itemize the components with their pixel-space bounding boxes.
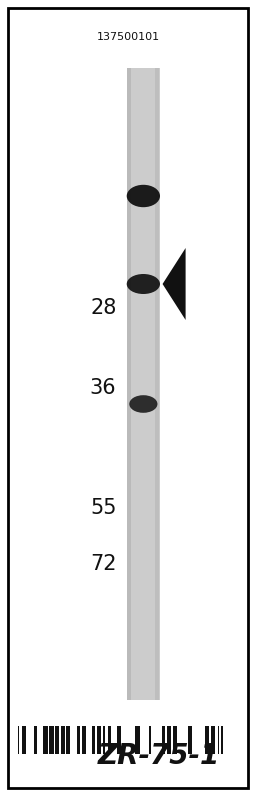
Text: 55: 55 <box>90 498 116 518</box>
Bar <box>82 726 86 754</box>
Bar <box>66 726 70 754</box>
Bar <box>18 726 19 754</box>
Bar <box>127 68 160 700</box>
Polygon shape <box>163 248 186 320</box>
Ellipse shape <box>129 395 157 413</box>
Ellipse shape <box>127 274 160 294</box>
Text: 36: 36 <box>90 378 116 398</box>
Bar <box>92 726 95 754</box>
Text: 137500101: 137500101 <box>97 32 159 42</box>
Bar <box>108 726 111 754</box>
Bar <box>55 726 59 754</box>
Bar <box>135 726 140 754</box>
Bar <box>205 726 209 754</box>
Bar <box>218 726 219 754</box>
Bar <box>43 726 48 754</box>
Bar <box>188 726 192 754</box>
Bar <box>221 726 223 754</box>
Bar <box>167 726 171 754</box>
Ellipse shape <box>127 185 160 207</box>
Bar <box>77 726 80 754</box>
Bar <box>117 726 121 754</box>
Bar <box>173 726 177 754</box>
Bar <box>211 726 215 754</box>
Bar <box>155 68 159 700</box>
Text: 28: 28 <box>90 298 116 318</box>
Bar <box>23 726 26 754</box>
Bar <box>162 726 165 754</box>
Text: ZR-75-1: ZR-75-1 <box>98 742 220 770</box>
Bar <box>49 726 54 754</box>
Text: 72: 72 <box>90 554 116 574</box>
Bar <box>34 726 37 754</box>
Bar <box>149 726 151 754</box>
Bar <box>98 726 101 754</box>
Bar <box>61 726 65 754</box>
Bar <box>127 68 131 700</box>
Bar <box>103 726 105 754</box>
